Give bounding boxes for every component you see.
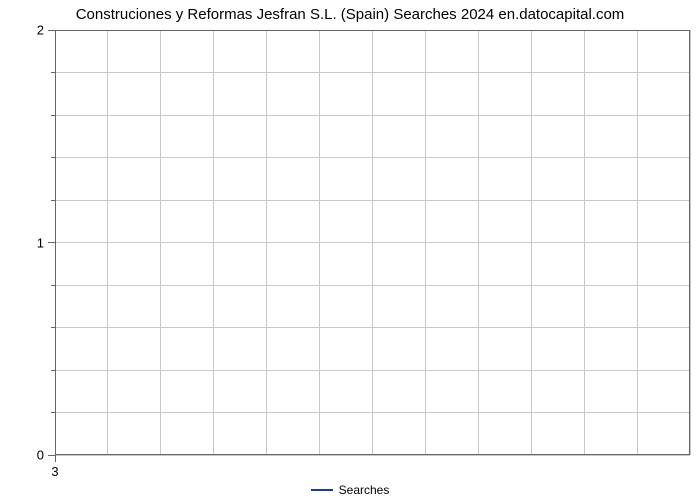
y-tick-minor bbox=[51, 327, 55, 328]
legend: Searches bbox=[0, 478, 700, 496]
x-gridline bbox=[266, 30, 267, 455]
axis-border-right bbox=[689, 30, 690, 455]
chart-container: Construciones y Reformas Jesfran S.L. (S… bbox=[0, 0, 700, 500]
y-tick-minor bbox=[51, 115, 55, 116]
legend-swatch-icon bbox=[311, 489, 333, 491]
y-tick-minor bbox=[51, 157, 55, 158]
y-tick-label: 2 bbox=[14, 23, 44, 38]
y-tick-minor bbox=[51, 200, 55, 201]
y-tick-major bbox=[48, 242, 55, 243]
y-tick-label: 1 bbox=[14, 235, 44, 250]
axis-border-top bbox=[55, 30, 690, 31]
legend-item-searches: Searches bbox=[311, 483, 390, 497]
x-gridline bbox=[319, 30, 320, 455]
x-gridline bbox=[531, 30, 532, 455]
x-gridline bbox=[107, 30, 108, 455]
x-tick-major bbox=[55, 455, 56, 462]
axis-border-bottom bbox=[55, 454, 690, 455]
plot-area: 0123 bbox=[55, 30, 690, 455]
x-gridline bbox=[372, 30, 373, 455]
legend-label: Searches bbox=[339, 483, 390, 497]
y-tick-minor bbox=[51, 285, 55, 286]
x-tick-label: 3 bbox=[51, 464, 58, 479]
x-gridline bbox=[425, 30, 426, 455]
x-gridline bbox=[160, 30, 161, 455]
x-gridline bbox=[213, 30, 214, 455]
x-gridline bbox=[584, 30, 585, 455]
axis-border-left bbox=[55, 30, 56, 455]
y-tick-minor bbox=[51, 370, 55, 371]
x-gridline bbox=[637, 30, 638, 455]
x-gridline bbox=[478, 30, 479, 455]
y-tick-label: 0 bbox=[14, 448, 44, 463]
y-tick-major bbox=[48, 30, 55, 31]
y-tick-minor bbox=[51, 72, 55, 73]
y-tick-minor bbox=[51, 412, 55, 413]
chart-title: Construciones y Reformas Jesfran S.L. (S… bbox=[0, 6, 700, 23]
